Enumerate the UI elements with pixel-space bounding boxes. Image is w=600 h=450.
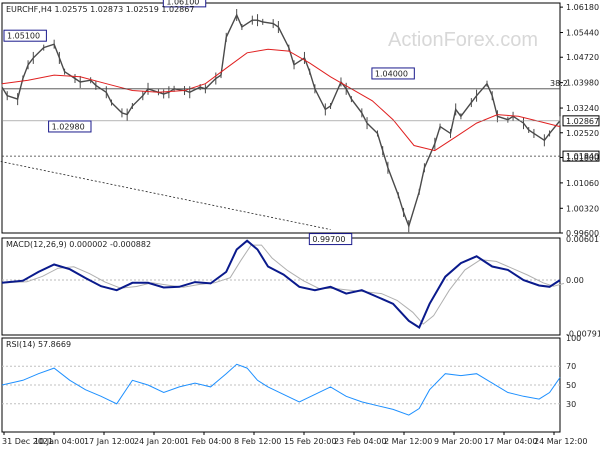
price-tick-label: 1.05440 <box>566 29 599 38</box>
x-tick-label: 10 Jan 04:00 <box>34 437 85 446</box>
x-tick-label: 1 Feb 04:00 <box>184 437 231 446</box>
level-tag-label: 1.01840 <box>566 152 599 161</box>
price-annotation-box <box>3 29 47 42</box>
macd-tick-label: 0.00 <box>566 276 584 285</box>
rsi-tick-label: 50 <box>566 381 576 390</box>
price-annotation-box <box>308 233 353 246</box>
price-tick-label: 1.01800 <box>566 153 599 162</box>
level-tag <box>562 150 600 162</box>
x-tick-label: 24 Mar 12:00 <box>534 437 587 446</box>
fibo-level-label: 38.2 <box>550 79 568 88</box>
price-annotation-label: 1.06100 <box>166 0 199 6</box>
x-tick-label: 24 Jan 20:00 <box>134 437 185 446</box>
x-tick-label: 17 Mar 04:00 <box>484 437 537 446</box>
price-annotation-box <box>48 120 92 133</box>
price-annotation-label: 1.04000 <box>375 69 408 78</box>
rsi-tick-label: 70 <box>566 362 576 371</box>
current-price-tag <box>562 115 600 127</box>
price-annotation-label: 1.02980 <box>52 122 85 131</box>
price-tick-label: 1.02520 <box>566 129 599 138</box>
price-panel-title: EURCHF,H4 1.02575 1.02873 1.02519 1.0286… <box>6 5 194 14</box>
x-tick-label: 15 Feb 20:00 <box>284 437 336 446</box>
macd-line <box>1 239 561 329</box>
x-tick-label: 2 Mar 12:00 <box>384 437 432 446</box>
watermark: ActionForex.com <box>388 29 538 51</box>
price-tick-label: 1.00320 <box>566 204 599 213</box>
price-tick-label: 0.99600 <box>566 229 599 238</box>
macd-signal-line <box>5 244 565 325</box>
price-annotation-label: 0.99700 <box>312 235 345 244</box>
x-tick-label: 31 Dec 2021 <box>2 437 53 446</box>
rsi-line <box>1 363 561 416</box>
x-tick-label: 17 Jan 12:00 <box>84 437 135 446</box>
panel-frame <box>1 237 561 336</box>
panel-frame <box>1 337 561 433</box>
x-tick-label: 8 Feb 12:00 <box>234 437 281 446</box>
rsi-tick-label: 30 <box>566 400 576 409</box>
price-tick-label: 1.04720 <box>566 53 599 62</box>
price-tick-label: 1.03980 <box>566 79 599 88</box>
trend-line <box>0 160 331 230</box>
macd-tick-label: 0.006017 <box>566 235 600 244</box>
macd-panel-title: MACD(12,26,9) 0.000002 -0.000882 <box>6 240 151 249</box>
rsi-panel-title: RSI(14) 57.8669 <box>6 340 71 349</box>
x-tick-label: 9 Mar 20:00 <box>434 437 482 446</box>
price-tick-label: 1.03240 <box>566 104 599 113</box>
moving-average-line <box>1 48 561 152</box>
price-annotation-box <box>371 67 415 80</box>
price-tick-label: 1.01060 <box>566 179 599 188</box>
x-tick-label: 23 Feb 04:00 <box>334 437 386 446</box>
price-annotation-label: 1.05100 <box>7 32 40 41</box>
price-tick-label: 1.06180 <box>566 3 599 12</box>
current-price-label: 1.02867 <box>566 117 599 126</box>
price-annotation-box <box>162 0 207 8</box>
rsi-tick-label: 100 <box>566 334 581 343</box>
